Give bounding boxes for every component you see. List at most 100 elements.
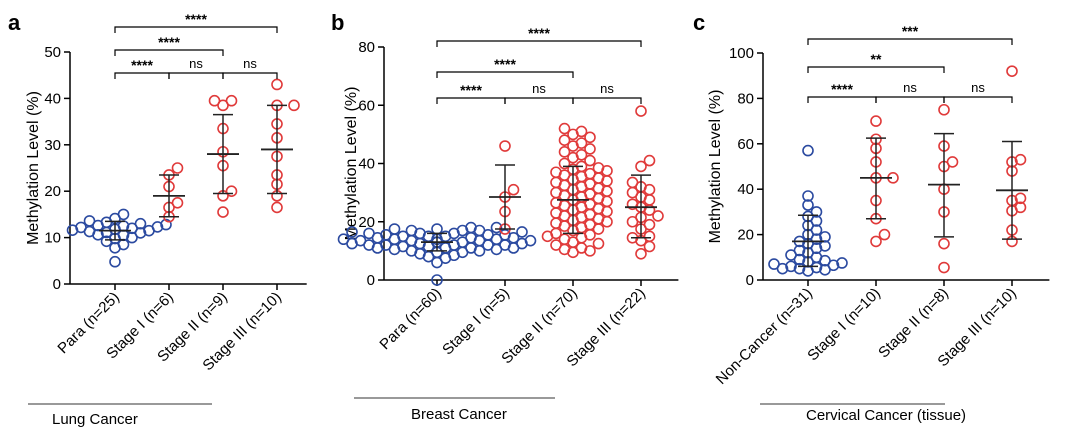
data-point-b	[558, 233, 571, 246]
y-tick-label-c: 80	[737, 90, 754, 107]
y-tick-label-a: 40	[44, 90, 61, 107]
data-point-b	[507, 183, 520, 196]
data-point-c	[938, 103, 950, 116]
data-point-c	[938, 237, 950, 250]
data-point-a	[217, 99, 229, 112]
data-point-b	[558, 122, 571, 135]
data-point-b	[652, 210, 664, 222]
data-point-b	[507, 242, 520, 254]
data-point-b	[635, 105, 647, 117]
data-point-b	[558, 157, 571, 170]
data-point-b	[575, 137, 588, 149]
comparison-bracket-b	[504, 97, 574, 104]
data-point-c	[870, 115, 882, 127]
data-point-c	[1014, 201, 1027, 214]
category-label-c: Non-Cancer (n=31)	[713, 285, 816, 388]
y-tick-label-a: 50	[44, 44, 61, 61]
panel-letter-a: a	[8, 10, 21, 35]
significance-label-b: ****	[494, 56, 516, 72]
significance-label-b: ****	[528, 25, 550, 41]
data-point-b	[465, 221, 477, 234]
comparison-bracket-a	[114, 26, 278, 33]
data-point-a	[160, 218, 172, 231]
data-point-c	[1006, 65, 1018, 77]
data-point-a	[208, 94, 221, 107]
data-point-b	[550, 239, 562, 251]
data-point-a	[217, 206, 229, 218]
data-point-c	[870, 235, 882, 248]
data-point-b	[431, 274, 443, 286]
comparison-bracket-b	[572, 97, 642, 104]
data-point-b	[363, 227, 375, 240]
data-point-b	[380, 229, 392, 241]
y-axis-label-b: Methylation Level (%)	[343, 87, 360, 241]
data-point-b	[635, 247, 647, 260]
data-point-c	[802, 144, 814, 157]
data-point-c	[810, 206, 823, 218]
significance-label-c: ***	[902, 23, 919, 39]
comparison-bracket-a	[168, 72, 224, 79]
data-point-b	[550, 166, 562, 179]
data-point-c	[793, 244, 806, 257]
data-point-b	[584, 131, 596, 144]
comparison-bracket-c	[807, 66, 945, 73]
significance-label-c: ns	[971, 80, 985, 95]
comparison-bracket-b	[436, 71, 574, 78]
data-point-c	[802, 190, 814, 202]
data-point-a	[271, 201, 283, 214]
y-tick-label-b: 60	[358, 97, 375, 114]
data-point-b	[558, 146, 571, 158]
data-point-a	[134, 217, 147, 230]
data-point-a	[75, 221, 87, 234]
category-label-c: Stage I (n=10)	[804, 285, 884, 365]
data-point-c	[793, 262, 806, 275]
caption-c: Cervical Cancer (tissue)	[806, 407, 966, 424]
data-point-a	[225, 94, 238, 107]
significance-label-b: ****	[460, 82, 482, 98]
significance-label-b: ns	[532, 81, 546, 96]
data-point-c	[768, 258, 780, 270]
y-tick-label-b: 40	[358, 156, 375, 173]
data-point-b	[558, 134, 571, 146]
data-point-b	[643, 230, 656, 243]
data-point-b	[643, 154, 656, 167]
data-point-c	[878, 228, 891, 241]
data-point-c	[802, 199, 814, 211]
significance-label-c: ns	[903, 80, 917, 95]
data-point-a	[171, 197, 184, 209]
comparison-bracket-a	[222, 72, 278, 79]
data-point-b	[635, 160, 647, 173]
data-point-c	[1014, 192, 1027, 205]
comparison-bracket-c	[807, 96, 877, 103]
caption-a: Lung Cancer	[52, 411, 138, 428]
data-point-b	[431, 223, 443, 235]
data-point-b	[584, 154, 596, 167]
data-point-b	[516, 226, 528, 238]
category-label-b: Para (n=60)	[376, 285, 444, 353]
y-tick-label-c: 40	[737, 181, 754, 198]
data-point-b	[363, 239, 375, 251]
data-point-a	[83, 215, 96, 227]
data-point-c	[819, 240, 831, 252]
y-tick-label-c: 0	[746, 272, 754, 289]
y-axis-label-c: Methylation Level (%)	[707, 90, 724, 244]
data-point-c	[1014, 153, 1027, 166]
comparison-bracket-a	[114, 49, 224, 56]
significance-label-a: ****	[131, 57, 153, 73]
comparison-bracket-c	[943, 96, 1013, 103]
comparison-bracket-a	[114, 72, 170, 79]
data-point-b	[575, 125, 588, 138]
y-tick-label-c: 100	[729, 45, 754, 62]
y-tick-label-a: 0	[53, 276, 61, 293]
y-tick-label-c: 60	[737, 136, 754, 153]
data-point-a	[117, 208, 130, 221]
data-point-b	[405, 224, 418, 237]
category-label-c: Stage II (n=8)	[875, 285, 952, 362]
data-point-b	[584, 143, 596, 155]
comparison-bracket-b	[436, 40, 642, 47]
data-point-c	[819, 231, 831, 243]
data-point-a	[225, 185, 238, 197]
caption-b: Breast Cancer	[411, 406, 507, 423]
data-point-b	[346, 226, 358, 238]
data-point-c	[836, 257, 848, 269]
